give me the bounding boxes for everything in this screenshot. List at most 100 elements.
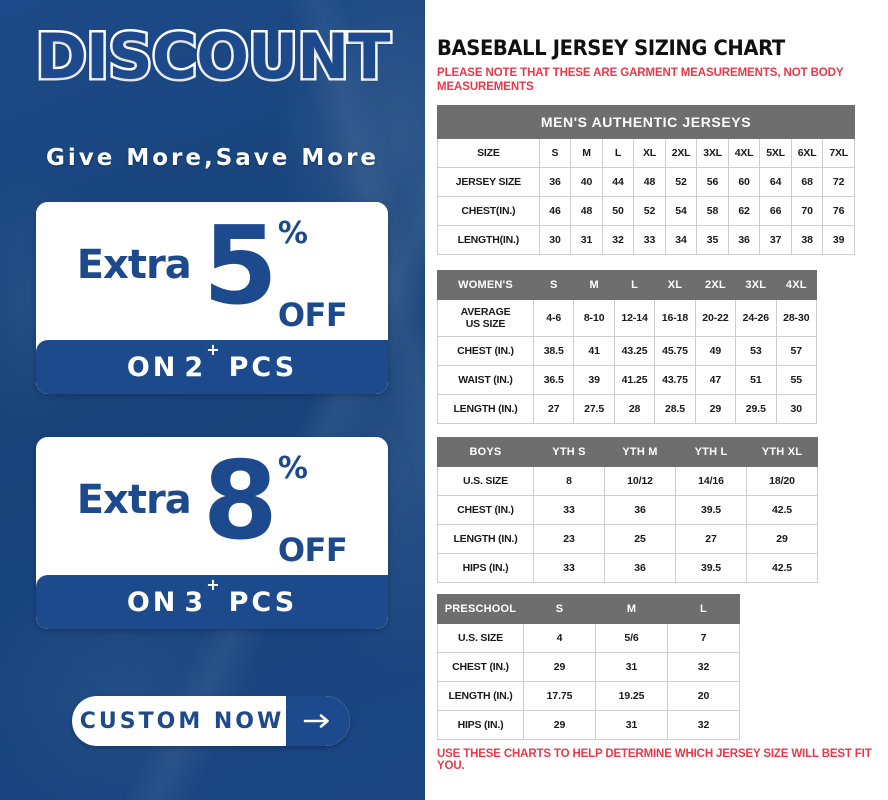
column-header: L xyxy=(613,270,656,300)
cell-value: 39.5 xyxy=(675,553,747,583)
column-header: S xyxy=(532,270,575,300)
cell-value: 39 xyxy=(573,365,615,395)
cell-value: 28-30 xyxy=(775,299,818,337)
cell-value: 4-6 xyxy=(532,299,575,337)
cell-value: 56 xyxy=(696,167,729,197)
column-header: PRESCHOOL xyxy=(437,594,524,624)
cell-value: 66 xyxy=(759,196,792,226)
column-header: YTH XL xyxy=(746,437,818,467)
cell-value: 32 xyxy=(601,225,635,255)
column-header: YTH L xyxy=(675,437,747,467)
size-table-womens: WOMEN'S S M L XL 2XL 3XL 4XL AVERAGE US SIZE 4-6 8-… xyxy=(437,270,818,424)
cell-value: 52 xyxy=(633,196,666,226)
cell-value: 28.5 xyxy=(654,394,696,424)
table-row: WAIST (IN.) 36.5 39 41.25 43.75 47 51 55 xyxy=(437,365,818,395)
cell-value: 4 xyxy=(523,623,596,653)
extra-label: Extra xyxy=(76,477,192,523)
cell-value: 39 xyxy=(822,225,855,255)
table-row: CHEST (IN.) 33 36 39.5 42.5 xyxy=(437,495,818,525)
cell-value: 8 xyxy=(533,466,605,496)
column-header: BOYS xyxy=(437,437,534,467)
percent-symbol: % xyxy=(277,216,308,251)
table-header-row: SIZE S M L XL 2XL 3XL 4XL 5XL 6XL 7XL xyxy=(437,138,855,168)
cell-value: 58 xyxy=(696,196,729,226)
table-row: AVERAGE US SIZE 4-6 8-10 12-14 16-18 20-22 24-2… xyxy=(437,299,818,337)
cell-value: 33 xyxy=(633,225,666,255)
row-label: HIPS (IN.) xyxy=(437,553,534,583)
custom-now-label: CUSTOM NOW xyxy=(79,708,285,734)
column-header: 2XL xyxy=(664,138,698,168)
cell-value: 35 xyxy=(696,225,729,255)
row-label: LENGTH (IN.) xyxy=(437,394,534,424)
table-preschool: PRESCHOOL S M L U.S. SIZE 4 5/6 7 CHEST (IN.) 29 3… xyxy=(437,594,740,740)
column-header: S xyxy=(538,138,572,168)
table-row: CHEST (IN.) 38.5 41 43.25 45.75 49 53 57 xyxy=(437,336,818,366)
column-header: 4XL xyxy=(727,138,761,168)
cell-value: 50 xyxy=(601,196,635,226)
pcs-label: PCS xyxy=(228,586,298,618)
cell-value: 60 xyxy=(727,167,761,197)
cell-value: 14/16 xyxy=(675,466,747,496)
deal-card-5-percent[interactable]: Extra 5 % OFF ON 2+ PCS xyxy=(36,202,388,394)
cell-value: 29 xyxy=(523,652,596,682)
cell-value: 45.75 xyxy=(654,336,696,366)
column-header: 3XL xyxy=(735,270,777,300)
cell-value: 48 xyxy=(570,196,603,226)
arrow-right-icon xyxy=(286,696,350,746)
row-label: AVERAGE US SIZE xyxy=(437,299,534,337)
row-label: CHEST (IN.) xyxy=(437,336,534,366)
row-label: U.S. SIZE xyxy=(437,466,534,496)
column-header: M xyxy=(570,138,603,168)
column-header: M xyxy=(595,594,668,624)
row-label: HIPS (IN.) xyxy=(437,710,524,740)
cell-value: 27 xyxy=(675,524,747,554)
cell-value: 55 xyxy=(775,365,818,395)
cell-value: 31 xyxy=(595,652,668,682)
cell-value: 41 xyxy=(573,336,615,366)
deal-condition-bar: ON 3+ PCS xyxy=(36,575,388,629)
cell-value: 38 xyxy=(790,225,824,255)
table-banner-row: MEN'S AUTHENTIC JERSEYS xyxy=(437,105,855,139)
off-label: OFF xyxy=(277,296,348,334)
row-label: U.S. SIZE xyxy=(437,623,524,653)
cell-value: 42.5 xyxy=(746,495,818,525)
cell-value: 53 xyxy=(735,336,777,366)
page-title: BASEBALL JERSEY SIZING CHART xyxy=(437,36,785,60)
deal-card-8-percent[interactable]: Extra 8 % OFF ON 3+ PCS xyxy=(36,437,388,629)
cell-value: 32 xyxy=(667,710,740,740)
row-label: LENGTH (IN.) xyxy=(437,681,524,711)
cell-value: 51 xyxy=(735,365,777,395)
cell-value: 49 xyxy=(694,336,737,366)
row-label: CHEST(IN.) xyxy=(437,196,540,226)
discount-number: 8 xyxy=(202,439,278,564)
cell-value: 5/6 xyxy=(595,623,668,653)
on-label: ON xyxy=(126,351,179,383)
column-header: S xyxy=(523,594,596,624)
cell-value: 29.5 xyxy=(735,394,777,424)
qty-plus: + xyxy=(206,574,223,594)
column-header: 7XL xyxy=(822,138,855,168)
size-table-mens: MEN'S AUTHENTIC JERSEYS SIZE S M L XL 2XL 3XL 4X… xyxy=(437,105,855,255)
column-header: 4XL xyxy=(775,270,818,300)
cell-value: 36.5 xyxy=(532,365,575,395)
on-label: ON xyxy=(126,586,179,618)
cell-value: 62 xyxy=(727,196,761,226)
table-row: LENGTH (IN.) 23 25 27 29 xyxy=(437,524,818,554)
cell-value: 30 xyxy=(538,225,572,255)
cell-value: 36 xyxy=(538,167,572,197)
column-header: 3XL xyxy=(696,138,729,168)
table-row: LENGTH (IN.) 17.75 19.25 20 xyxy=(437,681,740,711)
cell-value: 72 xyxy=(822,167,855,197)
cell-value: 18/20 xyxy=(746,466,818,496)
cell-value: 68 xyxy=(790,167,824,197)
qty-number: 3 xyxy=(184,587,207,618)
table-boys: BOYS YTH S YTH M YTH L YTH XL U.S. SIZE 8 10/12… xyxy=(437,437,818,583)
size-table-preschool: PRESCHOOL S M L U.S. SIZE 4 5/6 7 CHEST (IN.) 29 3… xyxy=(437,594,740,740)
qty-value: 2+ xyxy=(184,340,222,383)
cell-value: 48 xyxy=(633,167,666,197)
cell-value: 36 xyxy=(727,225,761,255)
custom-now-button[interactable]: CUSTOM NOW xyxy=(72,696,350,746)
cell-value: 44 xyxy=(601,167,635,197)
measurement-note: PLEASE NOTE THAT THESE ARE GARMENT MEASU… xyxy=(437,67,844,94)
